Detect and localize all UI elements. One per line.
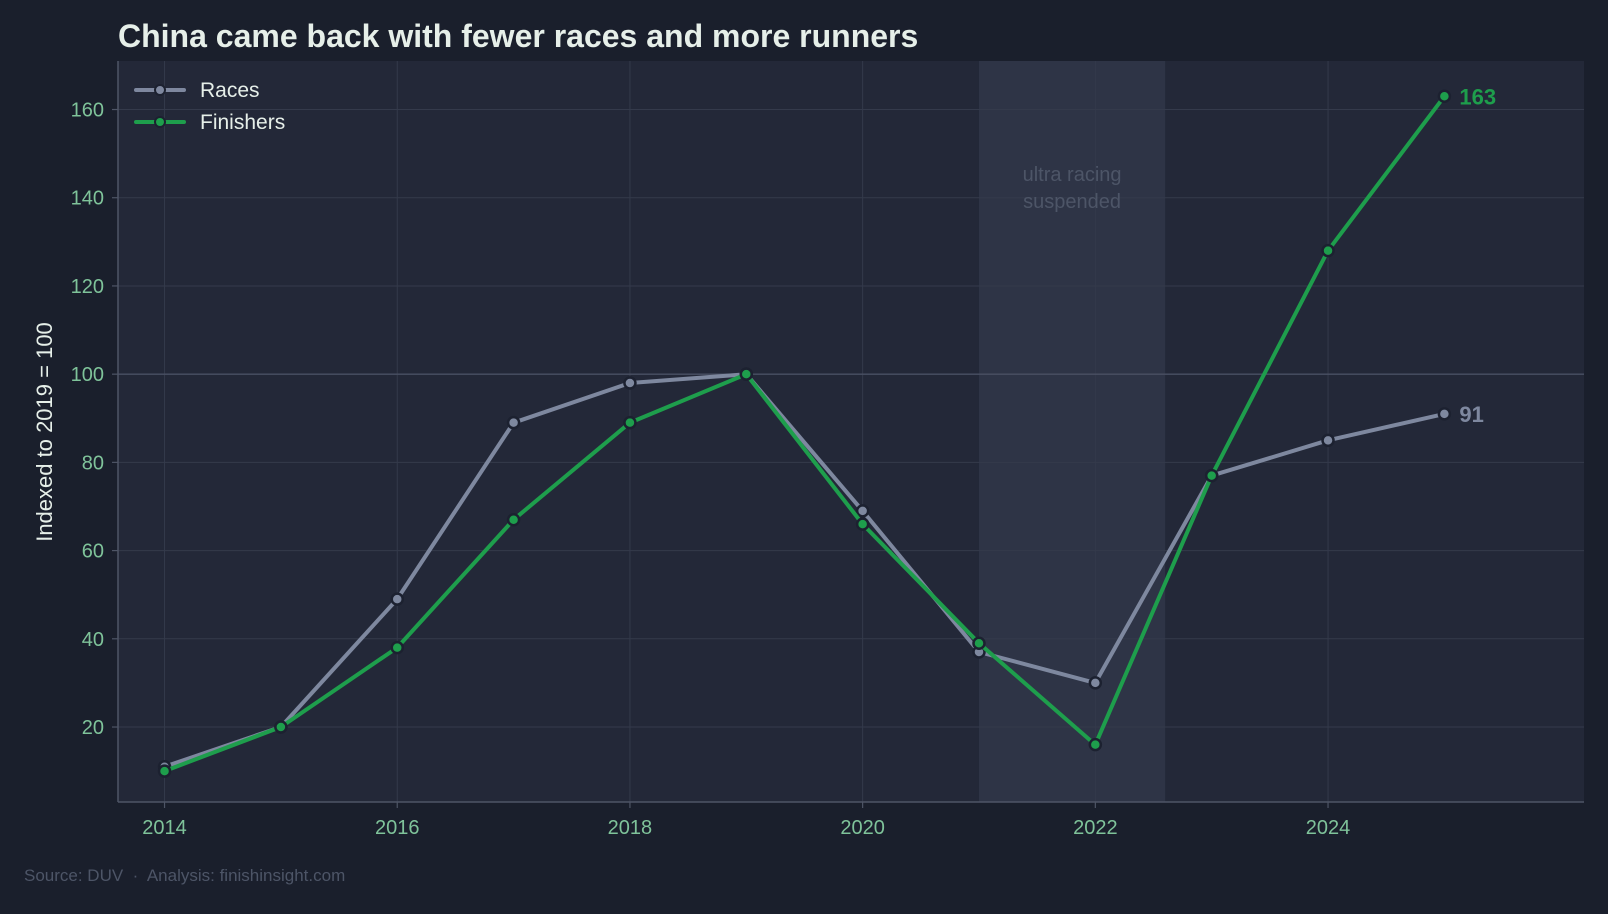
data-point-finishers	[1204, 468, 1219, 483]
data-point-finishers	[1437, 89, 1452, 104]
x-tick-label: 2014	[142, 817, 187, 839]
series-line-finishers	[162, 94, 1447, 774]
data-point-races	[1088, 676, 1103, 690]
data-point-races	[855, 504, 870, 518]
x-tick-label: 2020	[840, 817, 885, 839]
x-tick-label: 2016	[375, 817, 420, 839]
data-point-finishers	[157, 764, 172, 778]
plot-area: 20 40 60 80 100 120 140 160 2014 2016 2018 2020 2022…	[71, 61, 1584, 839]
data-point-finishers	[1321, 243, 1335, 258]
end-label-finishers: 163	[1459, 84, 1496, 109]
shaded-region-label: suspended	[1023, 191, 1121, 213]
data-point-finishers	[972, 636, 986, 650]
end-label-races: 91	[1459, 402, 1483, 427]
data-point-races	[1321, 433, 1335, 448]
plot-background	[118, 61, 1584, 802]
y-tick-label: 140	[71, 188, 104, 210]
data-point-finishers	[1088, 737, 1103, 752]
x-tick-label: 2022	[1073, 817, 1118, 839]
data-point-finishers	[274, 720, 288, 734]
data-point-races	[1437, 407, 1452, 421]
y-tick-label: 40	[82, 629, 104, 651]
y-tick-label: 20	[82, 717, 104, 739]
data-point-finishers	[506, 512, 521, 527]
x-tick-label: 2024	[1306, 817, 1351, 839]
source-note: Source: DUV · Analysis: finishinsight.co…	[24, 866, 345, 885]
data-point-finishers	[855, 517, 870, 531]
data-point-races	[390, 592, 404, 606]
data-point-finishers	[390, 640, 404, 655]
legend-swatch-marker	[154, 116, 166, 128]
series-line-races	[162, 372, 1447, 769]
chart-title: China came back with fewer races and mor…	[118, 18, 918, 54]
data-point-races	[623, 376, 637, 390]
data-point-races	[506, 415, 521, 430]
data-point-finishers	[623, 415, 637, 430]
legend-label: Races	[200, 79, 260, 102]
legend-swatch-marker	[154, 84, 166, 96]
y-tick-label: 60	[82, 541, 104, 563]
x-tick-label: 2018	[608, 817, 653, 839]
y-axis-label: Indexed to 2019 = 100	[32, 322, 57, 542]
shaded-region-label: ultra racing	[1023, 164, 1122, 186]
y-tick-label: 120	[71, 276, 104, 298]
data-point-finishers	[739, 367, 754, 381]
y-tick-label: 100	[71, 364, 104, 386]
y-tick-label: 80	[82, 452, 104, 474]
legend-label: Finishers	[200, 111, 285, 134]
y-tick-label: 160	[71, 100, 104, 122]
